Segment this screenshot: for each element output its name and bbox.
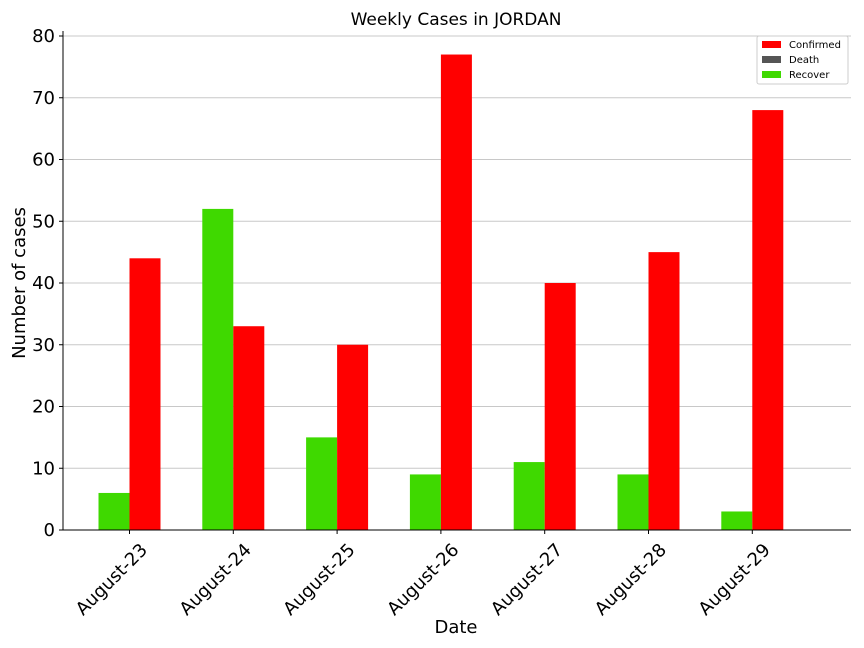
y-tick-label: 50 <box>32 211 55 232</box>
y-tick-label: 40 <box>32 273 55 294</box>
bar-recover <box>306 437 338 530</box>
y-tick-labels: 0 10 20 30 40 50 60 70 80 <box>32 26 63 541</box>
x-tick-label: August-25 <box>279 540 359 620</box>
y-tick-label: 10 <box>32 458 55 479</box>
y-tick-label: 20 <box>32 397 55 418</box>
y-tick-label: 80 <box>32 26 55 47</box>
bar-recover <box>617 474 649 530</box>
bar-confirmed <box>129 258 161 530</box>
bar-confirmed <box>752 110 784 530</box>
y-tick-label: 70 <box>32 88 55 109</box>
bar-recover <box>409 474 441 530</box>
bar-confirmed <box>648 252 680 530</box>
legend-label-recover: Recover <box>789 70 830 81</box>
bar-confirmed <box>337 344 369 530</box>
x-axis-label: Date <box>434 617 477 638</box>
chart-title: Weekly Cases in JORDAN <box>351 10 562 30</box>
x-tick-label: August-28 <box>591 540 671 620</box>
y-tick-label: 60 <box>32 150 55 171</box>
bar-recover <box>98 492 130 530</box>
x-tick-label: August-29 <box>695 540 775 620</box>
x-tick-label: August-23 <box>72 540 152 620</box>
bar-recover <box>202 208 234 530</box>
legend: Confirmed Death Recover <box>756 35 849 85</box>
x-tick-label: August-24 <box>176 540 256 620</box>
legend-label-death: Death <box>789 55 819 66</box>
bar-recover <box>513 462 545 530</box>
bars <box>98 54 784 531</box>
bar-confirmed <box>544 283 576 530</box>
legend-label-confirmed: Confirmed <box>789 40 841 51</box>
bar-confirmed <box>440 54 472 531</box>
legend-swatch-confirmed <box>762 41 781 48</box>
x-tick-label: August-27 <box>487 540 567 620</box>
x-tick-label: August-26 <box>383 540 463 620</box>
bar-confirmed <box>233 326 265 530</box>
axes <box>62 31 851 531</box>
legend-swatch-death <box>762 56 781 63</box>
y-tick-label: 30 <box>32 335 55 356</box>
x-tick-labels: August-23 August-24 August-25 August-26 Augu… <box>72 530 775 620</box>
bar-recover <box>721 511 753 530</box>
legend-swatch-recover <box>762 71 781 78</box>
y-axis-label: Number of cases <box>9 207 30 359</box>
y-tick-label: 0 <box>44 520 55 541</box>
